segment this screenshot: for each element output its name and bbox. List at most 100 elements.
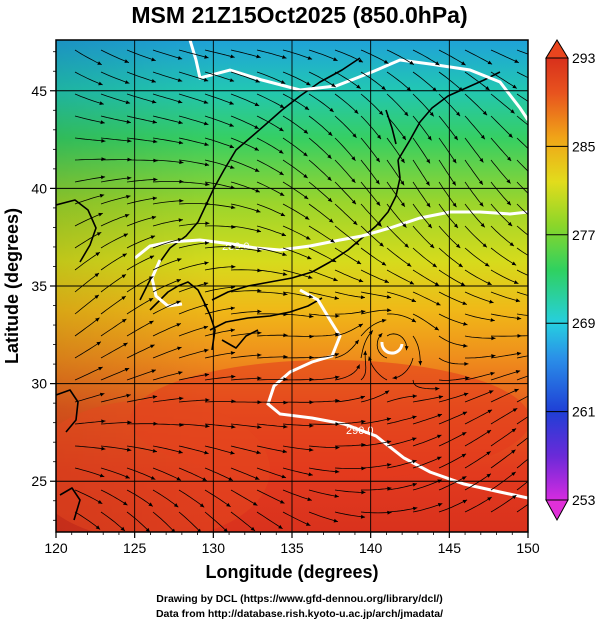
streamline <box>230 332 262 337</box>
streamline <box>256 115 284 132</box>
streamline-arrow <box>516 351 522 356</box>
streamline <box>516 137 528 149</box>
streamline <box>412 247 438 268</box>
streamline-arrow <box>126 393 131 398</box>
streamline <box>464 137 484 163</box>
streamline-arrow <box>205 424 210 428</box>
streamline <box>204 49 235 58</box>
streamline <box>438 181 457 208</box>
streamline-arrow <box>406 86 411 91</box>
streamline <box>308 489 339 498</box>
x-axis-ticks: 120 125 130 135 140 145 150 <box>44 532 540 556</box>
streamline <box>438 115 459 141</box>
streamline <box>309 400 340 403</box>
streamline-arrow <box>384 279 389 283</box>
streamline-arrow <box>327 154 332 159</box>
streamline <box>204 181 236 189</box>
streamline-arrow <box>177 346 182 351</box>
streamline-arrow <box>537 131 541 135</box>
streamline <box>412 379 440 390</box>
streamline-arrow <box>304 106 310 110</box>
streamline <box>308 203 334 223</box>
streamline-arrow <box>178 371 183 375</box>
streamline-arrow <box>429 112 434 117</box>
streamline-arrow <box>121 319 127 323</box>
streamline-arrow <box>95 317 100 322</box>
streamline-arrow <box>377 222 382 227</box>
streamline-arrow <box>361 419 366 424</box>
streamline <box>412 93 435 117</box>
streamline <box>282 225 311 240</box>
streamline-arrow <box>307 56 313 60</box>
streamline <box>516 503 528 513</box>
streamline-arrow <box>177 78 183 82</box>
streamline <box>74 115 105 124</box>
streamline-arrow <box>461 432 467 436</box>
streamline-arrow <box>361 490 366 495</box>
streamline <box>386 71 412 92</box>
streamline-arrow <box>127 176 132 181</box>
streamline <box>412 225 435 249</box>
streamline <box>256 203 286 217</box>
streamline <box>308 115 333 137</box>
streamline-arrow <box>491 336 496 341</box>
streamline <box>152 423 184 426</box>
streamline <box>334 489 366 493</box>
streamline-arrow <box>463 392 469 397</box>
streamline <box>100 445 132 451</box>
streamline <box>100 295 127 315</box>
streamline-arrow <box>538 107 543 111</box>
streamline-arrow <box>537 428 542 432</box>
streamline-arrow <box>148 502 153 507</box>
streamline <box>127 159 158 162</box>
credit-drawing: Drawing by DCL (https://www.gfd-dennou.o… <box>156 593 443 605</box>
streamline <box>204 225 236 228</box>
streamline <box>412 413 443 425</box>
streamline <box>490 181 512 206</box>
streamline-arrow <box>205 398 210 402</box>
streamline-arrow <box>254 102 260 106</box>
streamline <box>490 370 521 381</box>
streamline <box>516 458 528 469</box>
streamline <box>516 115 528 126</box>
streamline-arrow <box>352 133 357 138</box>
streamline-arrow <box>404 346 409 351</box>
streamline-arrow <box>176 279 181 283</box>
streamline <box>230 489 258 506</box>
streamline <box>490 313 522 320</box>
streamline-arrow <box>335 314 340 318</box>
streamline-arrow <box>512 408 518 412</box>
streamline-arrow <box>123 233 128 238</box>
streamline-arrow <box>354 109 359 114</box>
streamline-arrow <box>99 101 104 105</box>
streamline-arrow <box>203 100 209 104</box>
streamline-arrow <box>100 175 106 180</box>
streamline-arrow <box>482 243 487 248</box>
streamline <box>126 197 158 205</box>
streamline-arrow <box>334 296 339 300</box>
streamline-arrow <box>173 503 179 508</box>
x-tick-label: 145 <box>438 540 462 556</box>
streamline-arrow <box>124 80 130 84</box>
streamline-arrow <box>98 367 103 371</box>
streamline <box>282 203 310 220</box>
streamline-arrow <box>95 525 101 530</box>
streamline <box>256 269 288 276</box>
streamline-arrow <box>331 258 337 262</box>
streamline-arrow <box>204 348 209 353</box>
streamline <box>204 423 236 428</box>
contour-label-280: 280.0 <box>222 241 250 253</box>
streamline <box>386 395 417 403</box>
streamline-arrow <box>309 423 314 428</box>
streamline <box>360 269 390 283</box>
streamline-arrow <box>278 149 284 154</box>
streamline-arrow <box>256 228 261 233</box>
streamline <box>360 203 382 227</box>
streamline <box>516 93 528 102</box>
streamline-arrow <box>303 152 308 157</box>
streamline <box>204 352 236 359</box>
streamline <box>412 456 442 469</box>
streamline-arrow <box>375 179 380 185</box>
streamline-arrow <box>151 99 157 104</box>
streamline <box>204 246 236 249</box>
